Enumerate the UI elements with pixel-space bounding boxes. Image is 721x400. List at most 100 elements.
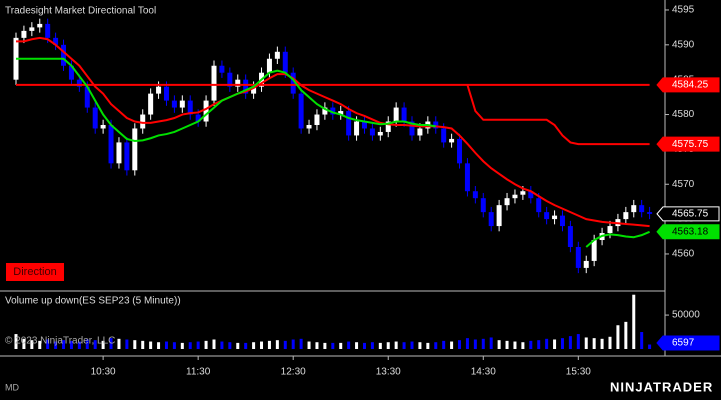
candle-body — [583, 260, 589, 268]
candle-body — [322, 107, 328, 115]
volume-bar — [331, 342, 335, 349]
candle-body — [647, 212, 653, 214]
x-tick-label: 14:30 — [471, 367, 496, 378]
volume-bar — [117, 338, 121, 349]
candle-body — [219, 65, 225, 73]
volume-bar — [323, 342, 327, 349]
candle-body — [433, 121, 439, 129]
candle-body — [536, 198, 542, 213]
candle-body — [559, 215, 565, 227]
candle-body — [639, 205, 645, 213]
price-tag-label: 6597 — [672, 338, 695, 349]
candle-body — [401, 107, 407, 122]
candle-body — [21, 30, 27, 38]
candle-body — [108, 124, 114, 164]
volume-bar — [402, 342, 406, 349]
candle-body — [251, 86, 257, 94]
volume-bar — [545, 338, 549, 349]
candle-body — [187, 100, 193, 115]
volume-bar — [537, 340, 541, 349]
volume-bar — [560, 338, 564, 349]
volume-bar — [394, 341, 398, 349]
volume-bar — [410, 341, 414, 349]
candle-body — [274, 51, 280, 59]
volume-bar — [450, 341, 454, 349]
indicator-line — [16, 36, 650, 228]
volume-bar — [362, 342, 366, 349]
candle-body — [330, 107, 336, 115]
candle-body — [298, 93, 304, 129]
volume-bar — [46, 339, 50, 349]
volume-bar — [196, 341, 200, 349]
candle-body — [282, 51, 288, 73]
volume-bar — [473, 339, 477, 349]
candle-body — [472, 191, 478, 199]
volume-bar — [386, 342, 390, 349]
x-tick-label: 13:30 — [376, 367, 401, 378]
volume-bar — [164, 341, 168, 349]
y-tick-label: 50000 — [672, 310, 700, 321]
y-tick-label: 4560 — [672, 249, 695, 260]
volume-bar — [632, 294, 636, 349]
candle-body — [607, 226, 613, 234]
volume-bar — [244, 342, 248, 349]
volume-bar — [38, 340, 42, 349]
volume-bar — [109, 338, 113, 349]
volume-bar — [283, 340, 287, 349]
volume-bar — [252, 342, 256, 349]
volume-bar — [568, 336, 572, 349]
volume-bar — [434, 342, 438, 349]
candle-body — [354, 121, 360, 136]
candle-body — [567, 226, 573, 247]
candle-body — [528, 191, 534, 199]
volume-bar — [62, 340, 66, 349]
candle-body — [290, 72, 296, 94]
volume-bar — [299, 338, 303, 349]
y-tick-label: 4595 — [672, 5, 695, 16]
candle-body — [449, 138, 455, 143]
candle-body — [61, 44, 67, 66]
candle-body — [116, 142, 122, 164]
volume-bar — [307, 341, 311, 349]
volume-bar — [260, 341, 264, 349]
y-tick-label: 4570 — [672, 179, 695, 190]
candle-body — [409, 121, 415, 136]
direction-box — [6, 263, 64, 281]
volume-bar — [458, 340, 462, 349]
indicator-line — [585, 230, 650, 248]
volume-bar — [125, 339, 129, 349]
candle-body — [132, 128, 138, 171]
candle-body — [235, 79, 241, 87]
candle-body — [393, 107, 399, 122]
volume-bar — [370, 342, 374, 349]
chart-title: Tradesight Market Directional Tool — [5, 6, 156, 17]
volume-bar — [489, 337, 493, 349]
volume-bar — [267, 340, 271, 349]
candle-body — [179, 100, 185, 108]
candle-body — [211, 65, 217, 101]
candle-body — [544, 212, 550, 220]
volume-bar — [149, 341, 153, 349]
volume-bar — [204, 340, 208, 349]
candle-body — [488, 212, 494, 227]
candle-body — [512, 194, 518, 199]
plot — [13, 18, 653, 349]
volume-bar — [188, 342, 192, 349]
candle-body — [148, 93, 154, 115]
volume-bar — [497, 340, 501, 349]
volume-bar — [275, 340, 279, 349]
price-tag — [656, 335, 720, 351]
volume-bar — [236, 342, 240, 349]
volume-bar — [576, 334, 580, 349]
candle-body — [92, 107, 98, 129]
volume-bar — [212, 339, 216, 349]
candle-body — [520, 191, 526, 195]
x-tick-label: 15:30 — [566, 367, 591, 378]
volume-bar — [347, 341, 351, 349]
volume-bar — [22, 338, 26, 349]
candle-body — [338, 111, 344, 115]
price-tag — [656, 206, 720, 222]
price-tag-label: 4575.75 — [672, 139, 709, 150]
price-tag-label: 4584.25 — [672, 80, 709, 91]
